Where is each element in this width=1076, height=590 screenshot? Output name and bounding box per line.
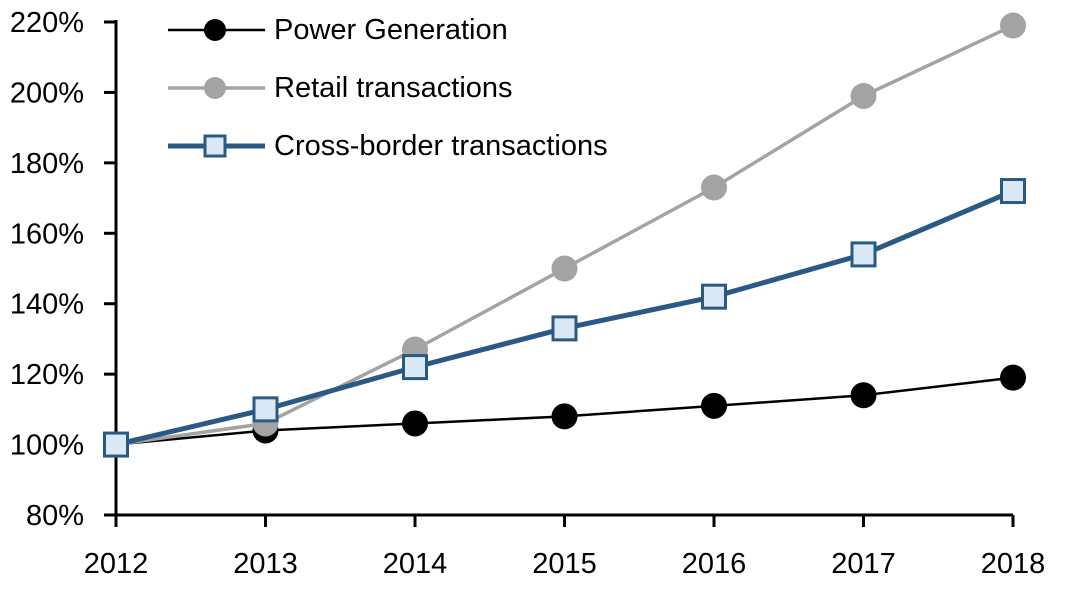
retail-transactions-marker bbox=[850, 82, 877, 109]
cross-border-transactions-marker bbox=[850, 241, 877, 268]
power-generation-marker bbox=[551, 403, 578, 430]
legend-label-cross-border-transactions: Cross-border transactions bbox=[274, 130, 608, 162]
power-generation-marker bbox=[701, 392, 727, 419]
y-tick-label: 120% bbox=[10, 359, 84, 391]
y-tick-label: 160% bbox=[10, 218, 84, 250]
power-generation-marker bbox=[850, 382, 877, 409]
legend-circle-marker bbox=[204, 77, 226, 99]
legend-item-power-generation: Power Generation bbox=[168, 15, 608, 45]
retail-transactions-legend-marker-icon bbox=[168, 77, 265, 99]
cross-border-transactions-marker bbox=[1000, 178, 1026, 205]
y-tick-label: 80% bbox=[26, 500, 84, 532]
y-tick-label: 200% bbox=[10, 77, 84, 109]
x-tick-label: 2013 bbox=[233, 548, 298, 580]
retail-transactions-marker bbox=[551, 255, 578, 282]
retail-transactions-marker bbox=[701, 174, 727, 201]
y-tick-label: 140% bbox=[10, 289, 84, 321]
legend-label-retail-transactions: Retail transactions bbox=[274, 72, 513, 104]
legend-square-marker bbox=[203, 134, 227, 158]
legend-label-power-generation: Power Generation bbox=[274, 14, 508, 46]
x-tick-label: 2014 bbox=[383, 548, 448, 580]
power-generation-marker bbox=[1000, 364, 1026, 391]
power-generation-legend-marker-icon bbox=[168, 19, 265, 41]
cross-border-transactions-marker bbox=[402, 354, 428, 381]
cross-border-transactions-marker bbox=[701, 283, 727, 310]
x-tick-label: 2015 bbox=[532, 548, 597, 580]
x-tick-label: 2017 bbox=[831, 548, 896, 580]
x-tick-label: 2016 bbox=[682, 548, 747, 580]
legend-item-cross-border-transactions: Cross-border transactions bbox=[168, 131, 608, 161]
cross-border-transactions-marker bbox=[252, 396, 279, 423]
cross-border-transactions-marker bbox=[103, 431, 129, 458]
legend: Power Generation Retail transactions Cro… bbox=[168, 15, 608, 189]
x-tick-label: 2012 bbox=[84, 548, 149, 580]
y-tick-label: 180% bbox=[10, 148, 84, 180]
cross-border-transactions-marker bbox=[551, 315, 578, 342]
power-generation-marker bbox=[402, 410, 428, 437]
y-tick-label: 220% bbox=[10, 7, 84, 39]
retail-transactions-marker bbox=[1000, 12, 1026, 39]
legend-item-retail-transactions: Retail transactions bbox=[168, 73, 608, 103]
x-tick-label: 2018 bbox=[981, 548, 1046, 580]
legend-circle-marker bbox=[204, 19, 226, 41]
cross-border-transactions-legend-marker-icon bbox=[168, 134, 265, 158]
y-tick-label: 100% bbox=[10, 430, 84, 462]
